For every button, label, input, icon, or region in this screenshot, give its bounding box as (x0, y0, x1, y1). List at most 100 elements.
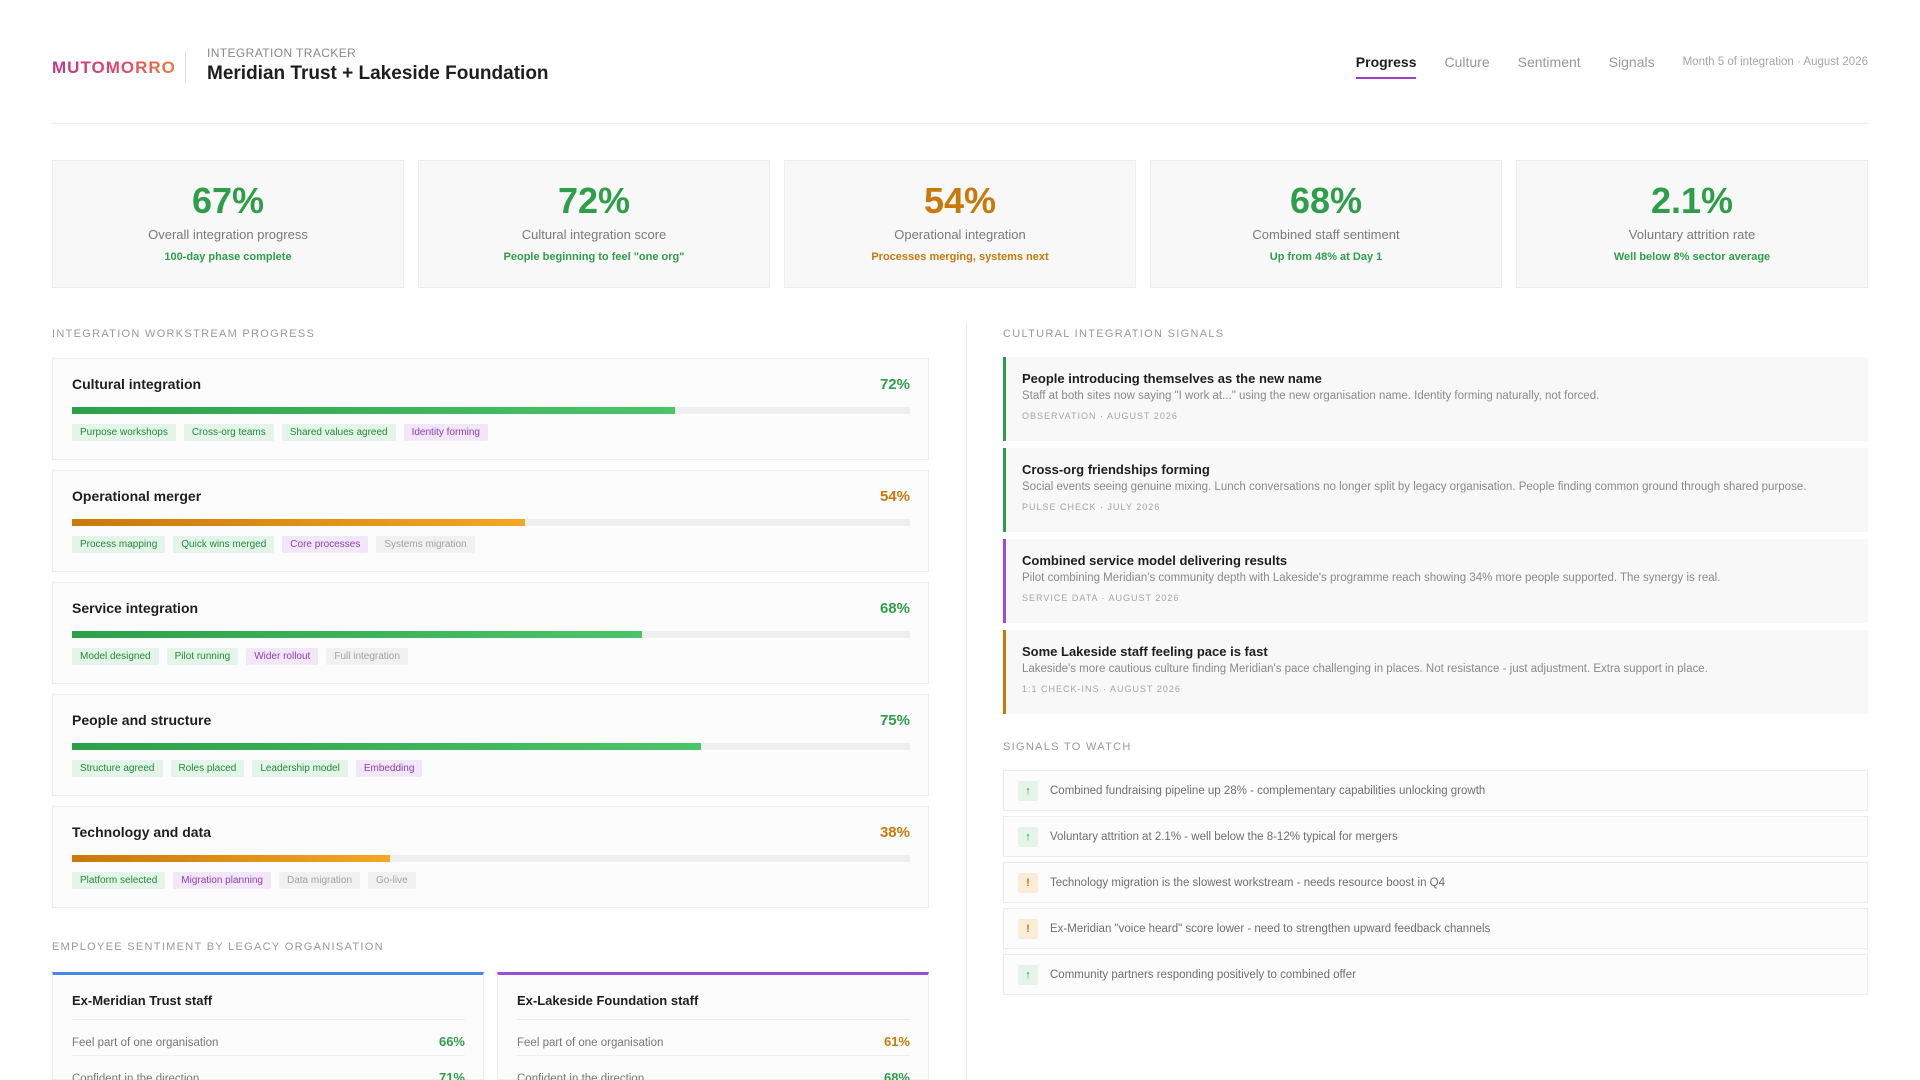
signal-card[interactable]: People introducing themselves as the new… (1003, 357, 1868, 441)
workstream-name: Technology and data (72, 824, 211, 840)
workstream-card[interactable]: Operational merger 54% Process mapping Quic… (52, 470, 929, 572)
page-header: MUTOMORRO INTEGRATION TRACKER Meridian T… (52, 46, 1868, 124)
workstream-percent: 38% (879, 824, 910, 841)
column-divider (966, 322, 967, 1080)
signal-body: Social events seeing genuine mixing. Lun… (1022, 481, 1807, 493)
workstream-name: Operational merger (72, 488, 202, 504)
milestone-tag: Core processes (282, 536, 369, 553)
sentiment-row: Confident in the direction 71% (72, 1056, 465, 1080)
milestone-tag: Go-live (368, 872, 416, 889)
workstream-milestones: Platform selected Migration planning Data … (72, 872, 910, 889)
kpi-value: 67% (191, 180, 265, 221)
sentiment-row: Feel part of one organisation 61% (517, 1020, 910, 1056)
kpi-label: Cultural integration score (521, 227, 667, 242)
logo-divider (185, 51, 186, 83)
up-arrow-icon: ↑ (1018, 780, 1038, 801)
sentiment-row: Confident in the direction 68% (517, 1056, 910, 1080)
sentiment-group-name: Ex-Lakeside Foundation staff (517, 993, 910, 1020)
workstream-progress-track (72, 631, 910, 638)
workstream-progress-fill (72, 407, 676, 414)
tab-signals[interactable]: Signals (1608, 54, 1655, 70)
signal-meta: SERVICE DATA · AUGUST 2026 (1022, 593, 1180, 603)
workstream-progress-fill (72, 743, 701, 750)
up-arrow-icon: ↑ (1018, 964, 1038, 985)
watch-text: Technology migration is the slowest work… (1050, 876, 1446, 889)
workstream-card[interactable]: Technology and data 38% Platform selected M… (52, 806, 929, 908)
milestone-tag: Wider rollout (246, 648, 319, 665)
workstream-card[interactable]: People and structure 75% Structure agreed R… (52, 694, 929, 796)
signals-section-title: CULTURAL INTEGRATION SIGNALS (1003, 328, 1225, 340)
milestone-tag: Roles placed (170, 760, 245, 777)
watch-text: Voluntary attrition at 2.1% - well below… (1050, 830, 1398, 843)
main-nav: Progress Culture Sentiment Signals Month… (1355, 54, 1868, 79)
kpi-card: 72% Cultural integration score People begi… (418, 160, 770, 288)
kpi-card: 67% Overall integration progress 100-day p… (52, 160, 404, 288)
signal-card[interactable]: Cross-org friendships forming Social even… (1003, 448, 1868, 532)
watch-item[interactable]: ↑ Voluntary attrition at 2.1% - well belo… (1003, 816, 1868, 857)
signal-title: Combined service model delivering result… (1022, 553, 1288, 568)
workstream-header: Operational merger 54% (72, 488, 910, 505)
signal-card[interactable]: Some Lakeside staff feeling pace is fast… (1003, 630, 1868, 714)
milestone-tag: Process mapping (72, 536, 166, 553)
milestone-tag: Embedding (355, 760, 423, 777)
workstream-name: Service integration (72, 600, 199, 616)
sentiment-metric-label: Confident in the direction (72, 1073, 200, 1080)
workstream-name: Cultural integration (72, 376, 202, 392)
milestone-tag: Model designed (72, 648, 159, 665)
milestone-tag: Leadership model (252, 760, 348, 777)
milestone-tag: Platform selected (72, 872, 166, 889)
kpi-label: Overall integration progress (148, 227, 308, 242)
signal-card[interactable]: Combined service model delivering result… (1003, 539, 1868, 623)
kpi-card: 68% Combined staff sentiment Up from 48% a… (1150, 160, 1502, 288)
kpi-card: 54% Operational integration Processes merg… (784, 160, 1136, 288)
milestone-tag: Cross-org teams (183, 424, 274, 441)
signal-body: Staff at both sites now saying "I work a… (1022, 390, 1600, 402)
sentiment-metric-label: Confident in the direction (517, 1073, 645, 1080)
sentiment-metric-label: Feel part of one organisation (517, 1037, 664, 1049)
milestone-tag: Quick wins merged (173, 536, 275, 553)
milestone-tag: Structure agreed (72, 760, 163, 777)
sentiment-metric-label: Feel part of one organisation (72, 1037, 219, 1049)
sentiment-section-title: EMPLOYEE SENTIMENT BY LEGACY ORGANISATIO… (52, 941, 384, 953)
kpi-note: People beginning to feel "one org" (503, 251, 685, 263)
integration-month-label: Month 5 of integration · August 2026 (1682, 56, 1868, 68)
signal-meta: 1:1 CHECK-INS · AUGUST 2026 (1022, 684, 1181, 694)
workstream-percent: 72% (879, 376, 910, 393)
kpi-note: Processes merging, systems next (871, 251, 1049, 263)
workstream-percent: 54% (879, 488, 910, 505)
workstream-percent: 75% (879, 712, 910, 729)
tab-culture[interactable]: Culture (1444, 54, 1490, 70)
workstream-header: People and structure 75% (72, 712, 910, 729)
tab-progress[interactable]: Progress (1355, 54, 1417, 79)
milestone-tag: Purpose workshops (72, 424, 176, 441)
watch-item[interactable]: ↑ Combined fundraising pipeline up 28% - … (1003, 770, 1868, 811)
warning-icon: ! (1018, 872, 1038, 893)
kpi-value: 72% (557, 180, 631, 221)
sentiment-metric-value: 68% (883, 1070, 910, 1080)
sentiment-group-name: Ex-Meridian Trust staff (72, 993, 465, 1020)
kpi-value: 54% (923, 180, 997, 221)
signal-meta: OBSERVATION · AUGUST 2026 (1022, 411, 1178, 421)
up-arrow-icon: ↑ (1018, 826, 1038, 847)
page-title: Meridian Trust + Lakeside Foundation (207, 63, 549, 84)
milestone-tag: Full integration (326, 648, 408, 665)
workstream-progress-track (72, 855, 910, 862)
signal-body: Lakeside's more cautious culture finding… (1022, 663, 1708, 675)
workstream-card[interactable]: Cultural integration 72% Purpose workshops… (52, 358, 929, 460)
workstream-card[interactable]: Service integration 68% Model designed Pilo… (52, 582, 929, 684)
tab-sentiment[interactable]: Sentiment (1517, 54, 1581, 70)
page-kicker: INTEGRATION TRACKER (207, 46, 357, 60)
watch-text: Ex-Meridian "voice heard" score lower - … (1050, 922, 1491, 935)
kpi-label: Combined staff sentiment (1252, 227, 1400, 242)
kpi-note: 100-day phase complete (164, 251, 292, 263)
workstream-progress-fill (72, 519, 525, 526)
workstream-progress-track (72, 743, 910, 750)
kpi-row: 67% Overall integration progress 100-day p… (52, 160, 1868, 288)
kpi-value: 2.1% (1650, 180, 1734, 221)
watch-item[interactable]: ! Technology migration is the slowest wor… (1003, 862, 1868, 903)
brand-logo[interactable]: MUTOMORRO (52, 58, 176, 77)
milestone-tag: Data migration (278, 872, 361, 889)
kpi-label: Operational integration (894, 227, 1026, 242)
watch-item[interactable]: ! Ex-Meridian "voice heard" score lower -… (1003, 908, 1868, 949)
watch-item[interactable]: ↑ Community partners responding positivel… (1003, 954, 1868, 995)
